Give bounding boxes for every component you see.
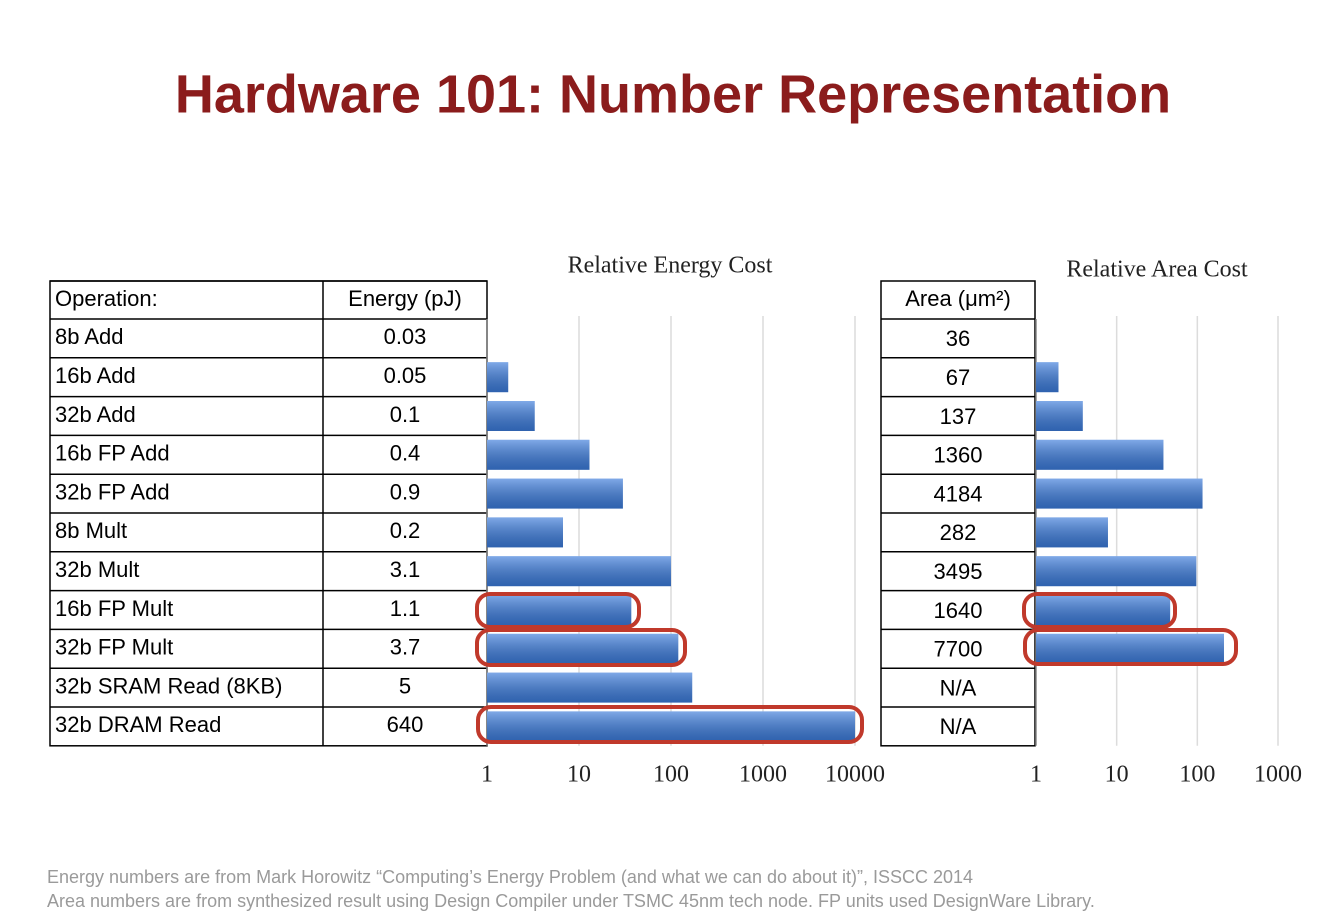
energy-cell: 0.1 bbox=[390, 402, 421, 427]
area-cell: 36 bbox=[946, 326, 970, 351]
area-cell: 4184 bbox=[934, 481, 983, 506]
bar-shade bbox=[487, 633, 679, 664]
chart-title: Relative Area Cost bbox=[1066, 257, 1248, 283]
operation-cell: 16b FP Mult bbox=[55, 596, 173, 621]
area-cell: N/A bbox=[940, 714, 977, 739]
header-cell: Area (μm²) bbox=[905, 286, 1011, 311]
highlight bbox=[1022, 592, 1177, 629]
area-cell: 282 bbox=[940, 520, 977, 545]
area-cell: 7700 bbox=[934, 637, 983, 662]
energy-cell: 0.9 bbox=[390, 479, 421, 504]
area-cell: N/A bbox=[940, 675, 977, 700]
area-cell: 3495 bbox=[934, 559, 983, 584]
operation-cell: 16b Add bbox=[55, 363, 136, 388]
bar-shade bbox=[1036, 595, 1171, 625]
x-tick-label: 1000 bbox=[739, 762, 787, 788]
bar-shade bbox=[1036, 633, 1224, 664]
bar-shade bbox=[487, 362, 509, 393]
operation-cell: 32b FP Mult bbox=[55, 635, 173, 660]
bar-shade bbox=[487, 711, 855, 742]
area-cell: 1640 bbox=[934, 598, 983, 623]
bar-shade bbox=[1036, 439, 1164, 470]
bar-shade bbox=[487, 439, 590, 470]
bar-shade bbox=[1036, 478, 1203, 509]
highlight bbox=[475, 628, 687, 667]
bar-shade bbox=[487, 595, 632, 625]
energy-cell: 3.7 bbox=[390, 635, 421, 660]
bar-shade bbox=[1036, 517, 1108, 548]
x-tick-label: 10 bbox=[567, 762, 591, 788]
area-cell: 1360 bbox=[934, 443, 983, 468]
operation-cell: 8b Add bbox=[55, 324, 124, 349]
energy-cell: 3.1 bbox=[390, 557, 421, 582]
energy-cell: 0.4 bbox=[390, 441, 421, 466]
energy-cell: 0.05 bbox=[384, 363, 427, 388]
x-tick-label: 1000 bbox=[1254, 762, 1302, 788]
highlight bbox=[1023, 628, 1238, 666]
x-tick-label: 100 bbox=[1179, 762, 1215, 788]
energy-cell: 0.03 bbox=[384, 324, 427, 349]
chart-title: Relative Energy Cost bbox=[568, 253, 773, 279]
x-tick-label: 1 bbox=[481, 762, 493, 788]
operation-cell: 32b FP Add bbox=[55, 479, 170, 504]
operation-cell: 32b SRAM Read (8KB) bbox=[55, 673, 282, 698]
bar-shade bbox=[1036, 556, 1197, 587]
bar-shade bbox=[487, 672, 693, 703]
operation-cell: 32b Mult bbox=[55, 557, 139, 582]
bar-shade bbox=[487, 401, 535, 431]
bar-shade bbox=[487, 517, 563, 548]
bar-shade bbox=[487, 478, 623, 509]
energy-cell: 0.2 bbox=[390, 518, 421, 543]
highlight bbox=[475, 592, 641, 629]
header-cell: Energy (pJ) bbox=[348, 286, 462, 311]
highlight bbox=[476, 705, 864, 744]
operation-cell: 16b FP Add bbox=[55, 441, 170, 466]
bar-shade bbox=[1036, 362, 1059, 393]
operation-cell: 8b Mult bbox=[55, 518, 127, 543]
area-cell: 67 bbox=[946, 365, 970, 390]
bar-shade bbox=[1036, 401, 1083, 431]
area-cell: 137 bbox=[940, 404, 977, 429]
footnote: Energy numbers are from Mark Horowitz “C… bbox=[47, 867, 973, 887]
slide-title: Hardware 101: Number Representation bbox=[175, 64, 1171, 124]
operation-cell: 32b DRAM Read bbox=[55, 712, 221, 737]
header-cell: Operation: bbox=[55, 286, 158, 311]
footnote: Area numbers are from synthesized result… bbox=[47, 891, 1095, 911]
x-tick-label: 1 bbox=[1030, 762, 1042, 788]
operation-cell: 32b Add bbox=[55, 402, 136, 427]
energy-cell: 5 bbox=[399, 673, 411, 698]
energy-cell: 1.1 bbox=[390, 596, 421, 621]
x-tick-label: 10 bbox=[1105, 762, 1129, 788]
energy-cell: 640 bbox=[387, 712, 424, 737]
bar-shade bbox=[487, 556, 671, 587]
x-tick-label: 10000 bbox=[825, 762, 885, 788]
x-tick-label: 100 bbox=[653, 762, 689, 788]
